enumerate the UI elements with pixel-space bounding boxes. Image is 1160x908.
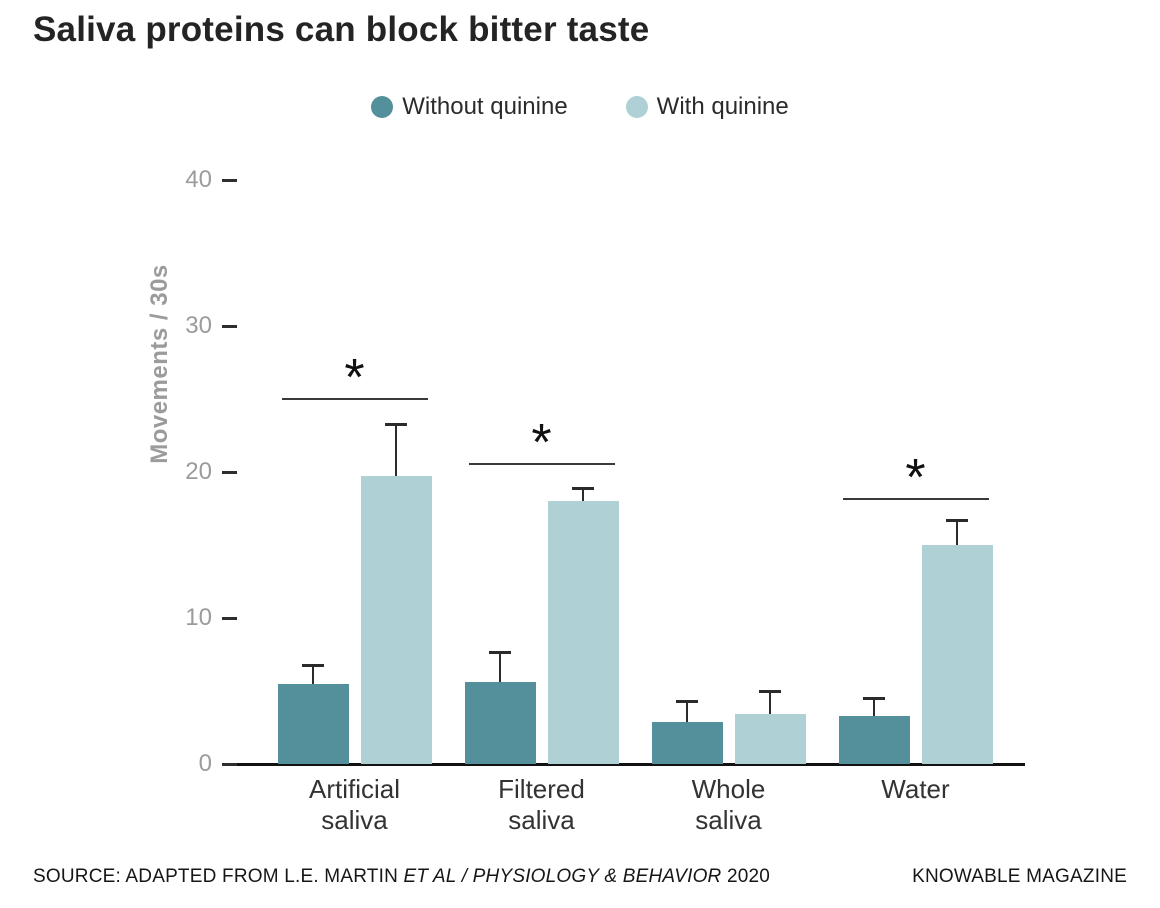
y-axis-title: Movements / 30s [146,264,173,464]
bar-with-quinine-0 [360,476,432,764]
y-tick-mark-0 [222,763,237,766]
error-cap-0-1 [385,422,407,426]
error-bar-2-0 [686,701,688,722]
error-bar-0-1 [395,423,397,477]
bar-without-quinine-3 [838,715,910,764]
error-bar-1-0 [499,651,501,683]
legend-item-with-quinine: With quinine [625,93,789,121]
bar-with-quinine-2 [734,714,806,764]
significance-asterisk-3: * [905,449,926,508]
y-tick-mark-40 [222,179,237,182]
y-tick-label-30: 30 [185,312,212,339]
error-bar-0-0 [312,664,314,684]
footer: SOURCE: ADAPTED FROM L.E. MARTIN ET AL /… [33,866,1127,888]
significance-asterisk-0: * [344,348,365,407]
significance-line-3 [842,498,989,501]
chart-title: Saliva proteins can block bitter taste [33,10,650,49]
x-tick-label-1: Filtered saliva [498,774,585,835]
bar-with-quinine-1 [547,501,619,764]
error-cap-3-0 [863,697,885,701]
y-tick-label-20: 20 [185,458,212,485]
y-tick-mark-10 [222,617,237,620]
x-tick-label-2: Whole saliva [691,774,766,835]
legend-swatch-without-quinine-icon [371,96,394,118]
error-cap-1-1 [572,487,594,491]
bar-without-quinine-1 [464,682,536,764]
error-cap-1-0 [489,650,511,654]
legend-item-without-quinine: Without quinine [371,93,568,121]
bar-without-quinine-2 [651,721,723,764]
significance-line-0 [281,397,428,400]
y-tick-label-40: 40 [185,166,212,193]
error-cap-2-0 [676,700,698,704]
x-tick-label-0: Artificial saliva [308,774,400,835]
error-cap-2-1 [759,690,781,693]
significance-line-1 [468,463,615,466]
plot-area: * * * [223,180,1025,766]
bar-with-quinine-3 [921,545,993,764]
x-tick-label-3: Water [881,774,950,804]
legend-swatch-with-quinine-icon [625,96,648,118]
error-bar-3-1 [956,520,958,545]
legend-label-with-quinine: With quinine [656,93,789,120]
legend: Without quinine With quinine [0,93,1160,121]
error-bar-1-1 [582,488,584,502]
x-axis-line [223,763,1025,766]
error-cap-3-1 [946,519,968,523]
bar-without-quinine-0 [277,683,349,764]
error-bar-3-0 [873,698,875,716]
publication-credit: KNOWABLE MAGAZINE [912,866,1127,887]
error-cap-0-0 [302,663,324,667]
source-credit: SOURCE: ADAPTED FROM L.E. MARTIN ET AL /… [33,866,771,887]
significance-asterisk-1: * [531,414,552,473]
legend-label-without-quinine: Without quinine [402,93,568,120]
y-tick-label-0: 0 [198,750,212,777]
y-tick-mark-20 [222,471,237,474]
y-tick-mark-30 [222,325,237,328]
y-tick-label-10: 10 [185,604,212,631]
error-bar-2-1 [769,691,771,715]
